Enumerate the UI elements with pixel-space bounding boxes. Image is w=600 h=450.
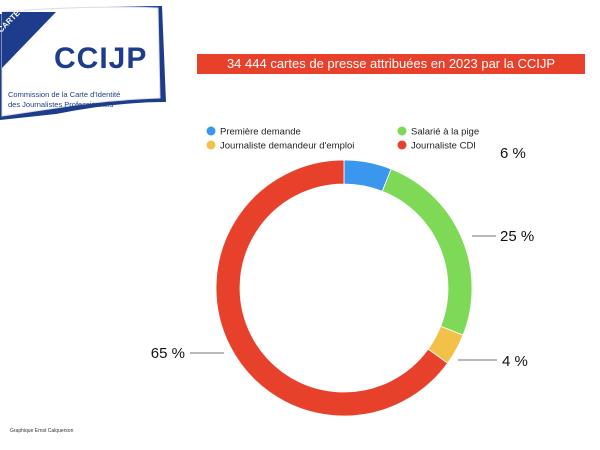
percentage-label-2: 4 % xyxy=(502,353,528,370)
legend-marker-0 xyxy=(206,126,216,136)
legend-label-3: Journaliste CDI xyxy=(411,141,476,152)
donut-slice-1 xyxy=(381,168,473,336)
percentage-label-1: 25 % xyxy=(500,228,534,245)
logo-card-shape xyxy=(0,6,166,120)
chart-legend: Première demande Salarié à la pige Journal… xyxy=(206,126,479,152)
percentage-labels: 6 % 25 % 4 % 65 % xyxy=(151,145,534,370)
logo-brand: CCIJP xyxy=(54,42,148,75)
ccijp-logo: CARTE de PRESSE CCIJP Commission de la C… xyxy=(0,0,170,120)
donut-slice-3 xyxy=(215,159,449,417)
legend-marker-2 xyxy=(206,140,216,150)
legend-marker-1 xyxy=(397,126,407,136)
legend-label-1: Salarié à la pige xyxy=(411,127,479,138)
legend-label-2: Journaliste demandeur d'emploi xyxy=(220,141,354,152)
graphic-credit: Graphique Ernst Calquerson xyxy=(10,428,74,434)
logo-line-2: des Journalistes Professionnels xyxy=(8,100,114,109)
donut-slices xyxy=(215,159,473,417)
chart-title-banner: 34 444 cartes de presse attribuées en 20… xyxy=(197,54,585,74)
percentage-label-0: 6 % xyxy=(500,145,526,162)
legend-marker-3 xyxy=(397,140,407,150)
legend-label-0: Première demande xyxy=(220,127,301,138)
logo-line-1: Commission de la Carte d'Identité xyxy=(8,90,121,99)
percentage-label-3: 65 % xyxy=(151,345,185,362)
